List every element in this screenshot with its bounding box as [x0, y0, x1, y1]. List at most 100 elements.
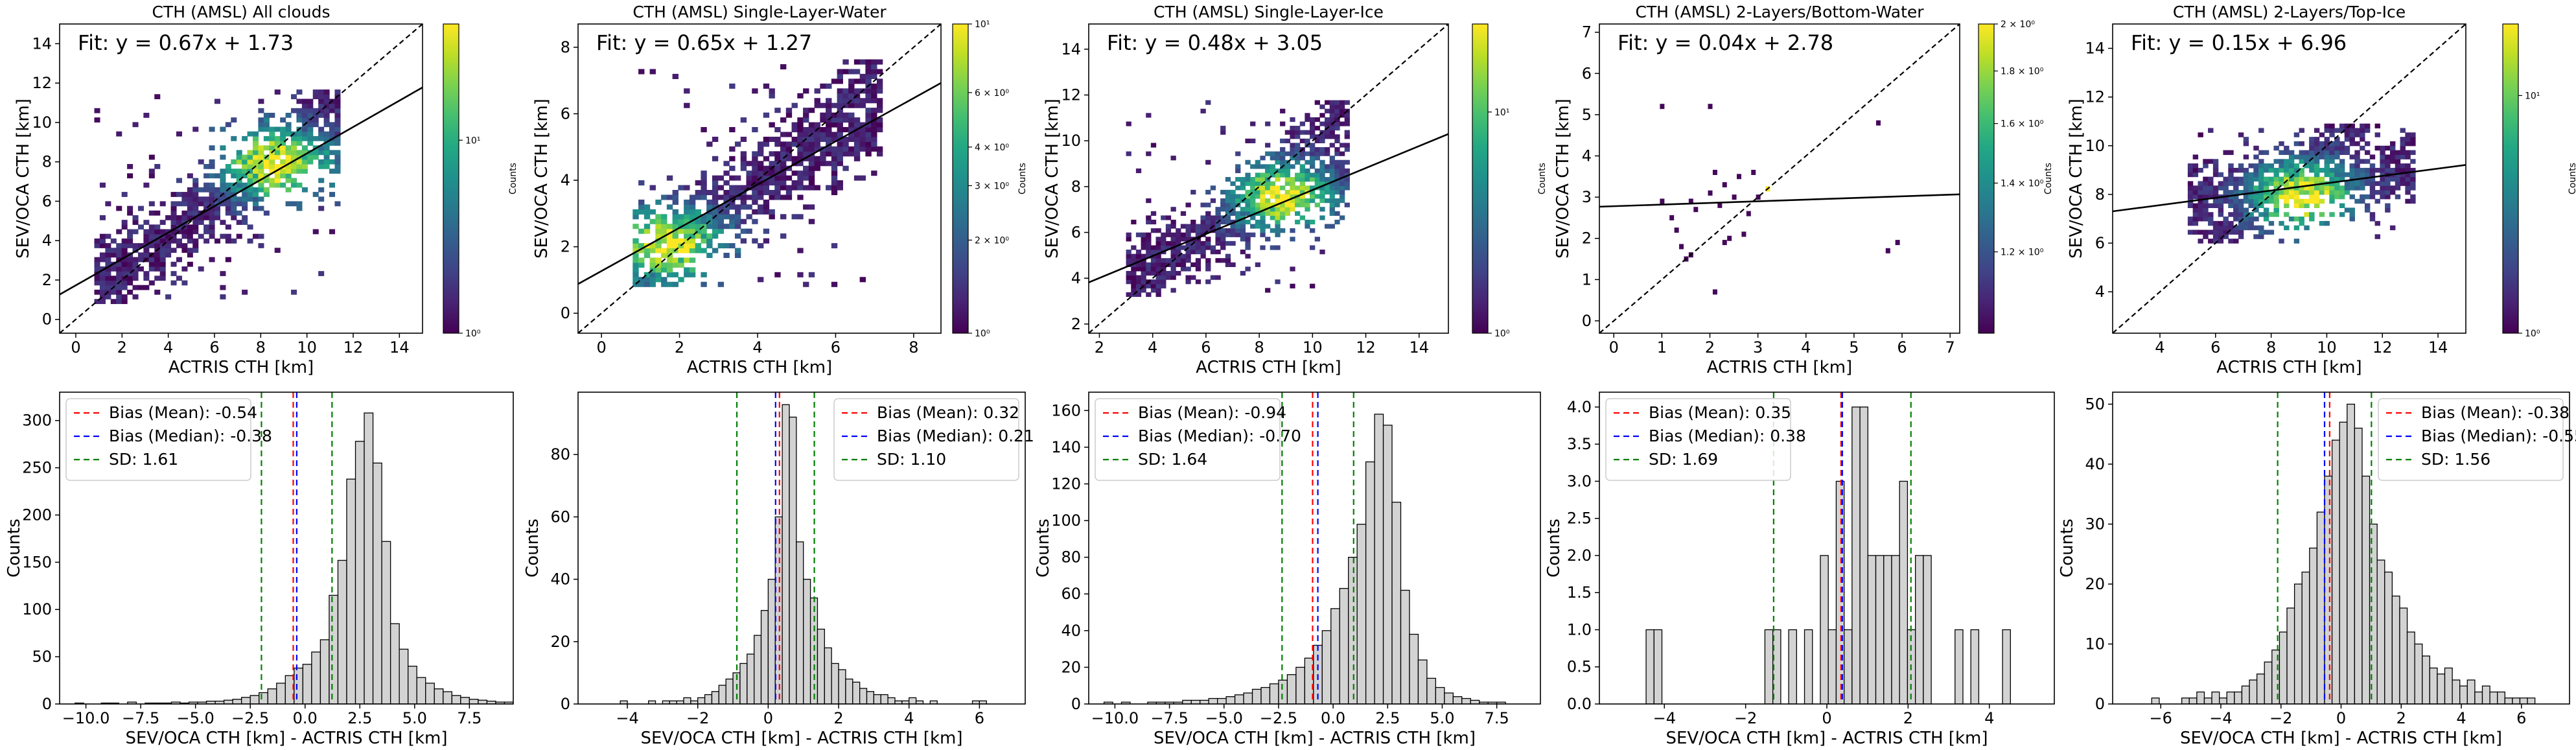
heatmap-cell	[220, 196, 226, 202]
heatmap-cell	[159, 271, 166, 276]
heatmap-cell	[797, 132, 804, 137]
heatmap-cell	[2405, 198, 2411, 204]
heatmap-cell	[649, 257, 656, 263]
heatmap-cell	[154, 233, 161, 239]
heatmap-cell	[2400, 167, 2406, 173]
identity-line	[1599, 24, 1960, 333]
heatmap-cell	[780, 151, 787, 157]
heatmap-cell	[1190, 219, 1196, 225]
heatmap-cell	[2374, 190, 2380, 195]
heatmap-cell	[1290, 189, 1295, 195]
heatmap-cell	[2192, 220, 2199, 226]
histogram-bar	[817, 628, 825, 704]
y-tick-label: 10	[2085, 635, 2105, 653]
heatmap-cell	[318, 205, 325, 211]
heatmap-cell	[803, 204, 809, 210]
heatmap-cell	[209, 201, 215, 207]
heatmap-cell	[1220, 237, 1226, 242]
heatmap-cell	[2339, 123, 2345, 129]
heatmap-cell	[2380, 190, 2385, 195]
heatmap-cell	[780, 185, 787, 191]
heatmap-cell	[1280, 194, 1286, 199]
histogram-bar	[2489, 691, 2498, 704]
colorbar-tick-label: 10⁰	[975, 329, 990, 339]
heatmap-cell	[684, 204, 690, 210]
heatmap-cell	[2203, 194, 2209, 200]
heatmap-cell	[1235, 198, 1241, 204]
heatmap-cell	[116, 275, 122, 281]
heatmap-cell	[220, 126, 226, 132]
heatmap-cell	[763, 165, 770, 171]
y-tick-label: 50	[2085, 395, 2105, 414]
heatmap-cell	[148, 173, 155, 179]
heatmap-cell	[203, 163, 210, 169]
x-axis-label: ACTRIS CTH [km]	[1707, 358, 1852, 377]
heatmap-cell	[2203, 217, 2209, 222]
heatmap-cell	[334, 163, 341, 169]
heatmap-cell	[729, 83, 736, 89]
heatmap-cell	[2192, 212, 2199, 217]
y-tick-label: 4	[2095, 283, 2105, 301]
heatmap-cell	[1305, 177, 1310, 182]
heatmap-cell	[661, 218, 667, 224]
heatmap-cell	[1295, 146, 1301, 152]
heatmap-cell	[1280, 156, 1286, 161]
heatmap-cell	[1131, 258, 1137, 263]
y-tick-label: 8	[561, 38, 570, 56]
colorbar-label: Counts	[508, 163, 518, 194]
y-tick-label: 120	[1051, 475, 1081, 493]
heatmap-cell	[757, 165, 764, 171]
heatmap-cell	[842, 59, 849, 65]
heatmap-cell	[2238, 176, 2244, 182]
heatmap-cell	[2187, 190, 2194, 195]
heatmap-cell	[1260, 198, 1266, 204]
heatmap-cell	[706, 141, 713, 147]
histogram-bar	[718, 685, 726, 704]
heatmap-cell	[1310, 117, 1316, 123]
heatmap-cell	[2389, 185, 2396, 191]
heatmap-cell	[2258, 159, 2264, 164]
heatmap-cell	[831, 243, 838, 249]
heatmap-cell	[132, 229, 139, 235]
heatmap-cell	[2309, 198, 2315, 204]
heatmap-cell	[1334, 100, 1340, 105]
heatmap-cell	[723, 209, 730, 215]
heatmap-cell	[655, 238, 662, 244]
heatmap-cell	[323, 131, 330, 137]
heatmap-cell	[1245, 189, 1251, 195]
heatmap-cell	[2258, 212, 2264, 217]
heatmap-cell	[2329, 194, 2335, 200]
heatmap-cell	[1240, 215, 1246, 220]
heatmap-cell	[1240, 177, 1246, 182]
heatmap-cell	[2309, 145, 2315, 151]
heatmap-cell	[187, 229, 193, 235]
heatmap-cell	[236, 178, 242, 183]
heatmap-cell	[780, 141, 787, 147]
heatmap-cell	[2253, 234, 2259, 239]
heatmap-cell	[734, 233, 741, 239]
heatmap-cell	[274, 145, 281, 151]
heatmap-cell	[1245, 253, 1251, 259]
x-tick-label: 2.5	[347, 709, 372, 727]
heatmap-cell	[820, 127, 826, 133]
heatmap-cell	[1325, 121, 1330, 126]
heatmap-cell	[2198, 132, 2203, 137]
plot-frame	[577, 23, 942, 334]
heatmap-cell	[1215, 224, 1221, 229]
heatmap-cell	[2304, 225, 2310, 231]
heatmap-cell	[1275, 207, 1281, 212]
heatmap-cell	[187, 173, 193, 179]
heatmap-cell	[2218, 234, 2224, 239]
heatmap-cell	[187, 192, 193, 197]
histogram-bar	[767, 578, 776, 704]
heatmap-cells	[1599, 24, 1960, 333]
heatmap-cell	[2243, 176, 2249, 182]
heatmap-cell	[1240, 250, 1246, 255]
heatmap-cell	[231, 169, 237, 174]
heatmap-cell	[1150, 262, 1157, 267]
histogram-bar	[311, 651, 321, 704]
heatmap-cell	[848, 132, 855, 137]
heatmap-cell	[734, 252, 741, 259]
heatmap-cell	[2329, 172, 2335, 178]
heatmap-cell	[296, 108, 303, 113]
